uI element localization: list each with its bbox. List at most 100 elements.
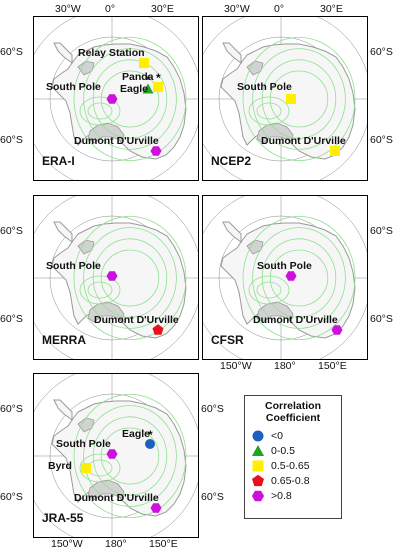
station-label: Dumont D'Urville (74, 492, 159, 504)
legend-label: 0-0.5 (271, 444, 295, 457)
elevation-contour (73, 394, 187, 518)
antarctic-peninsula (222, 42, 242, 64)
map-canvas (34, 196, 198, 359)
model-label: JRA-55 (42, 511, 84, 525)
tick-label: 60°S (0, 134, 23, 146)
elevation-contour (252, 227, 346, 329)
tick-label: 180° (105, 538, 127, 550)
station-label: South Pole (46, 260, 101, 272)
elevation-contour (261, 238, 337, 318)
station-label: South Pole (237, 81, 292, 93)
model-label: CFSR (211, 333, 244, 347)
station-marker (285, 271, 297, 281)
tick-label: 60°S (0, 313, 23, 325)
station-marker (81, 463, 91, 473)
elevation-contour (73, 37, 187, 161)
station-star-icon: * (148, 428, 153, 442)
station-marker (152, 324, 164, 335)
ross-ice-shelf (87, 301, 125, 323)
elevation-contour (83, 227, 177, 329)
tick-label: 30°E (320, 3, 343, 15)
station-label: Relay Station (78, 47, 145, 59)
station-marker (106, 271, 118, 281)
ross-ice-shelf (87, 122, 125, 144)
legend-marker (251, 444, 265, 456)
station-marker (106, 94, 118, 104)
legend-item: 0.5-0.65 (245, 458, 341, 473)
elevation-contour (252, 48, 346, 150)
map-panel-ncep2: South Pole Dumont D'Urville NCEP2 (202, 16, 368, 181)
elevation-contour (83, 48, 177, 150)
legend-label: >0.8 (271, 489, 292, 502)
tick-label: 60°S (0, 403, 23, 415)
legend-label: 0.5-0.65 (271, 459, 310, 472)
station-marker (330, 146, 340, 156)
station-label: South Pole (257, 260, 312, 272)
station-label: Dumont D'Urville (261, 135, 346, 147)
station-marker (142, 83, 154, 94)
elevation-contour (100, 70, 160, 128)
legend: Correlation Coefficient <0 0-0.5 0.5-0.65 0… (244, 395, 342, 519)
antarctic-peninsula (53, 221, 73, 243)
model-label: MERRA (42, 333, 86, 347)
legend-item: <0 (245, 428, 341, 443)
elevation-contour (256, 281, 282, 299)
station-marker (150, 146, 162, 156)
station-label: Byrd (48, 460, 72, 472)
station-marker (286, 94, 296, 104)
tick-label: 60°S (370, 134, 393, 146)
map-panel-merra: South Pole Dumont D'Urville MERRA (33, 195, 199, 360)
elevation-contour (87, 281, 113, 299)
tick-label: 30°E (151, 3, 174, 15)
tick-label: 60°S (370, 225, 393, 237)
elevation-contour (256, 102, 282, 120)
elevation-contour (79, 96, 121, 126)
antarctic-peninsula (222, 221, 242, 243)
elevation-contour (269, 249, 329, 307)
elevation-contour (79, 275, 121, 305)
tick-label: 60°S (201, 403, 224, 415)
tick-label: 180° (274, 360, 296, 372)
legend-swatch (252, 474, 264, 486)
legend-item: 0.65-0.8 (245, 473, 341, 488)
tick-label: 60°S (370, 313, 393, 325)
ross-ice-shelf (256, 301, 294, 323)
ross-ice-shelf (256, 122, 294, 144)
legend-title-line2: Coefficient (265, 412, 321, 424)
legend-marker (251, 490, 265, 501)
station-marker (106, 449, 118, 459)
legend-swatch (251, 444, 265, 456)
legend-swatch (252, 460, 264, 471)
legend-item: 0-0.5 (245, 443, 341, 458)
tick-label: 60°S (0, 491, 23, 503)
map-panel-cfsr: South Pole Dumont D'Urville CFSR (202, 195, 368, 360)
antarctic-peninsula (53, 399, 73, 421)
station-star-icon: * (146, 73, 151, 87)
tick-label: 60°S (201, 491, 224, 503)
tick-label: 150°E (318, 360, 347, 372)
station-label: South Pole (56, 438, 111, 450)
elevation-contour (87, 102, 113, 120)
tick-label: 150°W (51, 538, 83, 550)
map-canvas (34, 17, 198, 180)
tick-label: 30°W (55, 3, 81, 15)
elevation-contour (92, 238, 168, 318)
legend-label: 0.65-0.8 (271, 474, 310, 487)
station-label: Eagle (122, 428, 151, 440)
station-marker (153, 82, 163, 92)
map-panel-era-i: Relay Station * Panda * Eagle South Pole Dumon… (33, 16, 199, 181)
legend-marker (252, 460, 264, 471)
elevation-contour (248, 275, 290, 305)
station-marker (145, 439, 155, 449)
station-label: South Pole (46, 81, 101, 93)
legend-swatch (251, 490, 265, 501)
station-marker (331, 325, 343, 335)
legend-marker (252, 474, 264, 486)
station-marker (139, 58, 149, 68)
elevation-contour (100, 249, 160, 307)
elevation-contour (83, 405, 177, 507)
elevation-contour (242, 37, 356, 161)
station-marker (150, 503, 162, 513)
tick-label: 30°W (224, 3, 250, 15)
elevation-contour (100, 427, 160, 485)
